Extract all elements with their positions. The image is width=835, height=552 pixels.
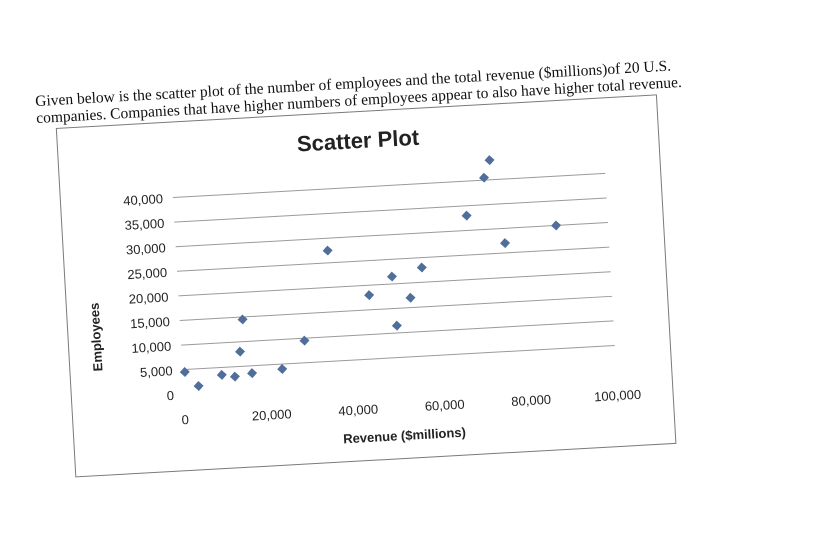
data-point (391, 320, 402, 331)
x-tick-label: 0 (181, 412, 189, 427)
data-point (484, 155, 495, 166)
data-point (247, 368, 258, 379)
y-tick-label: 25,000 (127, 265, 168, 282)
y-tick-label: 10,000 (131, 339, 172, 356)
chart-title: Scatter Plot (296, 125, 420, 157)
data-point (299, 335, 310, 346)
x-tick-label: 100,000 (594, 387, 642, 405)
scatter-chart: Scatter Plot 0 5,000 10,000 15,000 20,000 25,… (87, 125, 642, 447)
data-point (193, 381, 204, 392)
data-point (416, 262, 427, 273)
gridlines (172, 172, 615, 371)
data-point (322, 245, 333, 256)
y-tick-label: 35,000 (124, 216, 165, 233)
data-point (179, 367, 190, 377)
gridline (174, 197, 607, 223)
y-tick-label: 40,000 (123, 191, 164, 208)
y-axis-ticks: 0 5,000 10,000 15,000 20,000 25,000 30,000 35,0… (123, 191, 175, 403)
gridline (176, 246, 610, 272)
x-tick-label: 80,000 (511, 392, 552, 409)
data-point (229, 371, 240, 382)
data-point (364, 290, 375, 301)
data-point (386, 271, 397, 282)
data-point (500, 238, 511, 249)
x-axis-label: Revenue ($millions) (343, 425, 466, 447)
gridline (178, 271, 611, 297)
gridline (182, 344, 615, 371)
y-tick-label: 0 (166, 388, 174, 403)
data-point (461, 210, 472, 221)
y-axis-label: Employees (87, 302, 106, 371)
data-point (277, 364, 288, 375)
gridline (172, 172, 606, 199)
gridline (179, 295, 613, 321)
gridline (175, 222, 608, 248)
data-point (216, 369, 227, 380)
y-tick-label: 5,000 (140, 363, 173, 380)
y-tick-label: 20,000 (128, 289, 169, 306)
x-tick-label: 20,000 (251, 406, 292, 423)
y-tick-label: 15,000 (130, 314, 171, 331)
gridline (181, 320, 614, 346)
x-tick-label: 60,000 (424, 397, 465, 414)
data-points (179, 155, 562, 392)
chart-area: Scatter Plot 0 5,000 10,000 15,000 20,000 25,… (55, 94, 677, 478)
x-axis-ticks: 0 20,000 40,000 60,000 80,000 100,000 (181, 387, 641, 428)
data-point (479, 172, 490, 183)
data-point (237, 314, 248, 325)
x-tick-label: 40,000 (338, 401, 379, 418)
data-point (235, 346, 246, 357)
data-point (405, 292, 416, 303)
y-tick-label: 30,000 (126, 240, 167, 257)
data-point (551, 220, 562, 231)
